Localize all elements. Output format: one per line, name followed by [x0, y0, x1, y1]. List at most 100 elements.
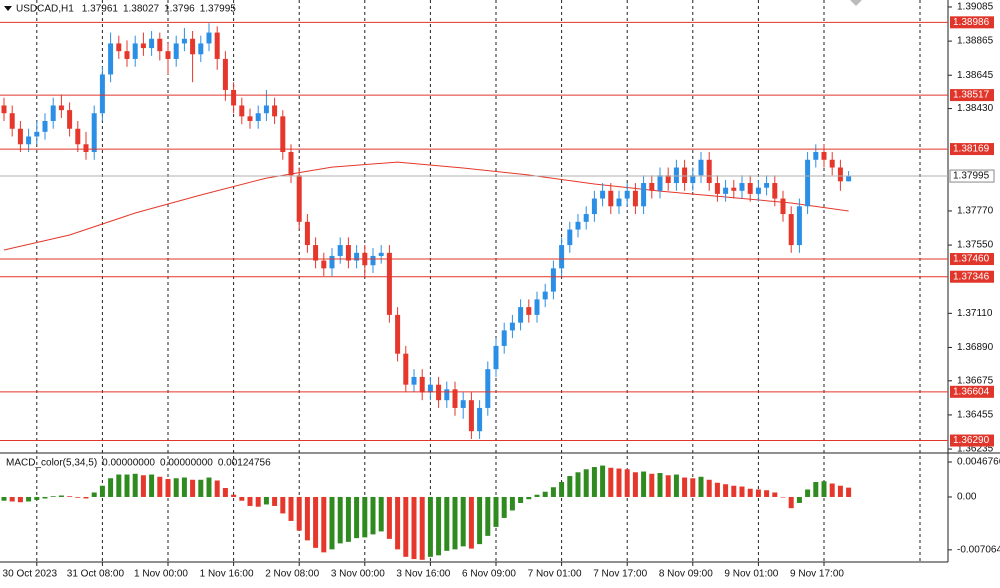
macd-bar: [846, 487, 852, 497]
macd-bar: [157, 476, 163, 497]
candle-body: [239, 105, 245, 117]
macd-bar: [239, 496, 245, 501]
candle-body: [436, 384, 442, 401]
macd-bar: [198, 479, 204, 497]
candle-body: [682, 167, 688, 184]
candle-body: [116, 43, 122, 52]
candle-body: [91, 113, 97, 153]
macd-bar: [657, 473, 663, 497]
candle-body: [731, 187, 737, 191]
candle-body: [477, 407, 483, 432]
candle-body: [657, 175, 663, 191]
candle-body: [567, 229, 573, 246]
candle-body: [452, 389, 458, 408]
level-label-box: [950, 253, 994, 266]
menu-arrow[interactable]: [4, 6, 12, 11]
macd-bar: [682, 477, 688, 497]
candle-body: [493, 345, 499, 370]
candle-body: [9, 113, 15, 129]
candle-body: [747, 183, 753, 194]
candle-body: [165, 51, 171, 59]
candle-body: [706, 159, 712, 184]
y-tick-label: 1.38645: [957, 70, 994, 81]
macd-bar: [534, 494, 540, 497]
candle-body: [370, 255, 376, 266]
level-label: 1.38169: [953, 144, 990, 155]
macd-bar: [370, 496, 376, 535]
macd-bar: [83, 496, 89, 499]
ohlc-readout: 1.38027: [123, 4, 160, 15]
macd-bar: [829, 483, 835, 497]
level-label: 1.38517: [953, 90, 990, 101]
candle-body: [485, 369, 491, 408]
level-label-box: [950, 270, 994, 283]
ohlc-readout: 1.3796: [164, 4, 195, 15]
level-label: 1.36604: [953, 386, 990, 397]
candle-body: [559, 245, 565, 269]
macd-bar: [583, 469, 589, 497]
candle-body: [313, 245, 319, 261]
macd-bar: [649, 473, 655, 497]
candle-body: [460, 400, 466, 408]
candle-body: [649, 183, 655, 191]
x-tick-label: 8 Nov 09:00: [659, 569, 713, 580]
candle-body: [67, 110, 73, 129]
macd-bar: [288, 496, 294, 521]
macd-bar: [624, 469, 630, 497]
x-tick-label: 9 Nov 17:00: [790, 569, 844, 580]
candle-body: [419, 376, 425, 393]
candle-body: [157, 38, 163, 52]
macd-y-tick-label: 0.0046766: [957, 457, 1000, 468]
y-tick-label: 1.36675: [957, 375, 994, 386]
x-tick-label: 3 Nov 00:00: [331, 569, 385, 580]
candle-body: [247, 116, 253, 121]
macd-bar: [140, 475, 146, 497]
candle-body: [50, 105, 56, 121]
y-tick-label: 1.37770: [957, 206, 994, 217]
x-tick-label: 30 Oct 2023: [3, 569, 58, 580]
candle-body: [583, 214, 589, 222]
macd-bar: [1, 496, 7, 501]
macd-bar: [132, 473, 138, 497]
candle-body: [108, 43, 114, 75]
level-label: 1.36290: [953, 435, 990, 446]
macd-bar: [559, 482, 565, 497]
level-label-box: [950, 89, 994, 102]
macd-bar: [764, 490, 770, 497]
macd-bar: [591, 467, 597, 497]
candle-body: [395, 314, 401, 354]
macd-y-tick-label: -0.0070640: [957, 544, 1000, 555]
ohlc-readout: 1.37961: [82, 4, 119, 15]
candle-body: [509, 322, 515, 331]
x-tick-label: 1 Nov 16:00: [200, 569, 254, 580]
candle-body: [821, 152, 827, 160]
candle-body: [723, 187, 729, 194]
macd-bar: [501, 496, 507, 518]
macd-bar: [706, 479, 712, 497]
y-tick-label: 1.37550: [957, 240, 994, 251]
shift-marker: [850, 0, 862, 6]
candle-body: [624, 190, 630, 199]
indicator-title: MACD_color(5,34,5): [6, 458, 97, 469]
candle-body: [99, 74, 105, 114]
candle-body: [288, 152, 294, 176]
macd-bar: [673, 474, 679, 497]
candle-body: [173, 43, 179, 59]
macd-bar: [173, 478, 179, 497]
candle-body: [140, 43, 146, 49]
y-tick-label: 1.37110: [957, 308, 993, 319]
macd-bar: [616, 468, 622, 497]
candle-body: [641, 183, 647, 207]
candle-body: [132, 43, 138, 59]
macd-bar: [460, 496, 466, 547]
macd-bar: [313, 496, 319, 548]
candle-body: [321, 260, 327, 269]
candle-body: [354, 252, 360, 261]
candle-body: [690, 175, 696, 184]
macd-bar: [321, 496, 327, 553]
current-price-box: [949, 169, 995, 183]
macd-bar: [75, 496, 81, 498]
candle-body: [805, 159, 811, 207]
candle-body: [444, 389, 450, 401]
